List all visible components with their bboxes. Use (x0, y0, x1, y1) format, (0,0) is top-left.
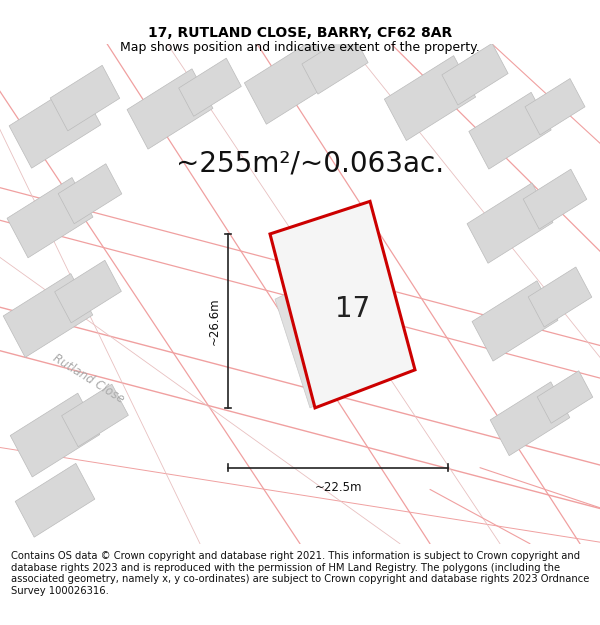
Polygon shape (7, 177, 93, 258)
Polygon shape (3, 274, 93, 358)
Polygon shape (523, 169, 587, 229)
Polygon shape (9, 82, 101, 168)
Polygon shape (244, 39, 335, 124)
Text: Contains OS data © Crown copyright and database right 2021. This information is : Contains OS data © Crown copyright and d… (11, 551, 589, 596)
Polygon shape (469, 92, 551, 169)
Text: 17: 17 (335, 295, 370, 322)
Polygon shape (528, 267, 592, 327)
Text: 17, RUTLAND CLOSE, BARRY, CF62 8AR: 17, RUTLAND CLOSE, BARRY, CF62 8AR (148, 26, 452, 40)
Polygon shape (467, 183, 553, 263)
Polygon shape (537, 371, 593, 423)
Polygon shape (385, 56, 476, 141)
Polygon shape (62, 384, 128, 447)
Polygon shape (302, 32, 368, 94)
Polygon shape (58, 164, 122, 224)
Polygon shape (179, 58, 241, 116)
Polygon shape (275, 261, 395, 408)
Text: Map shows position and indicative extent of the property.: Map shows position and indicative extent… (120, 41, 480, 54)
Polygon shape (55, 260, 121, 323)
Polygon shape (10, 393, 100, 477)
Text: Rutland Close: Rutland Close (50, 351, 126, 406)
Polygon shape (442, 43, 508, 105)
Polygon shape (15, 463, 95, 537)
Polygon shape (127, 69, 213, 149)
Text: ~255m²/~0.063ac.: ~255m²/~0.063ac. (176, 149, 444, 178)
Text: ~22.5m: ~22.5m (314, 481, 362, 494)
Polygon shape (525, 79, 585, 135)
Polygon shape (50, 66, 120, 131)
Text: ~26.6m: ~26.6m (208, 297, 221, 345)
Polygon shape (472, 281, 558, 361)
Polygon shape (490, 382, 570, 456)
Polygon shape (270, 201, 415, 408)
